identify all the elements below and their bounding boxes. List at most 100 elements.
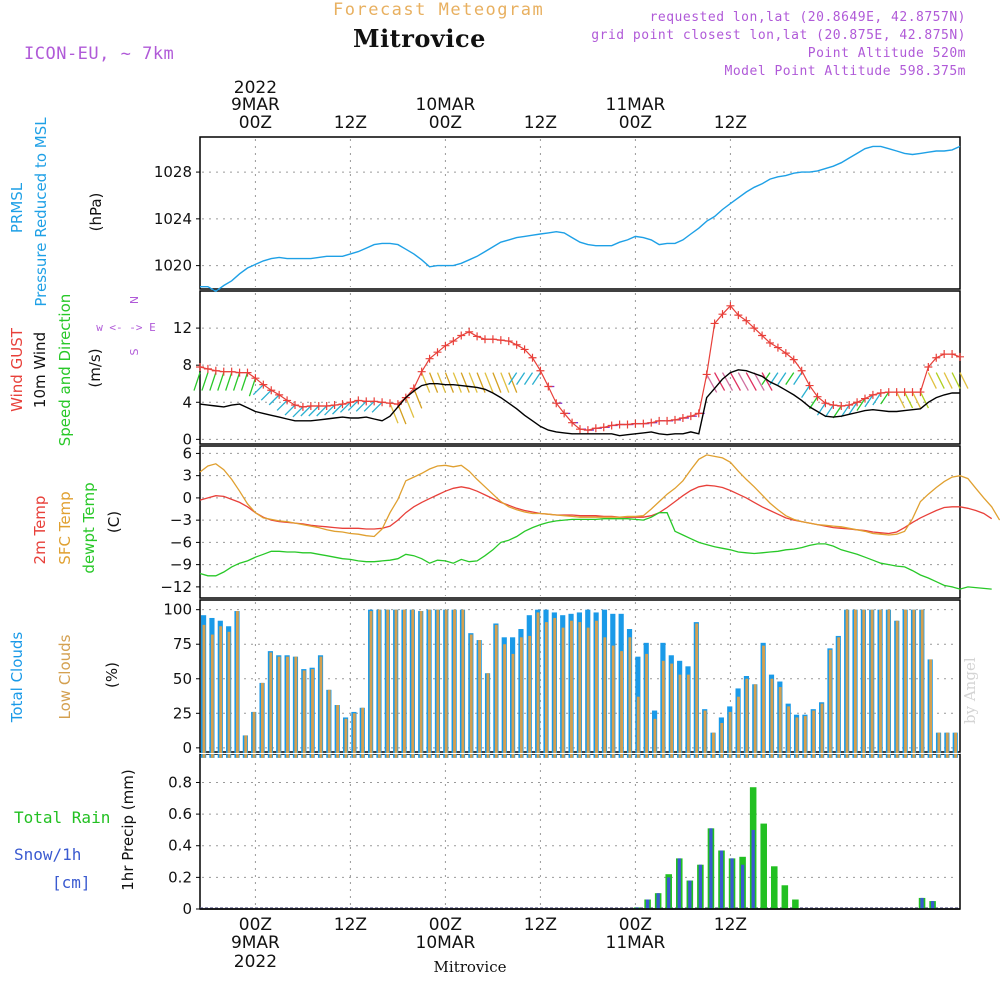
wind-barb bbox=[896, 391, 906, 409]
wind-compass-label: w <- -> E bbox=[96, 321, 156, 334]
clouds-unit: (%) bbox=[103, 662, 121, 688]
wind-gust-point bbox=[821, 399, 830, 408]
bottom-year-label: 2022 bbox=[234, 952, 277, 972]
low-cloud-bar bbox=[670, 663, 674, 758]
snow-bar bbox=[677, 858, 681, 909]
wind-gust-point bbox=[710, 319, 719, 328]
wind-gust-point bbox=[837, 401, 846, 410]
pressure-frame bbox=[199, 136, 961, 290]
low-cloud-bar bbox=[361, 707, 365, 758]
low-cloud-bar bbox=[419, 611, 423, 758]
snow-bar bbox=[709, 828, 713, 909]
pressure-ytick-label: 1024 bbox=[154, 210, 192, 228]
wind-gust-point bbox=[702, 370, 711, 379]
low-cloud-bar bbox=[352, 713, 356, 758]
low-cloud-bar bbox=[879, 609, 882, 758]
low-cloud-bar bbox=[536, 612, 540, 758]
wind-gust-point bbox=[781, 349, 790, 358]
bottom-date-label: 9MAR bbox=[231, 933, 280, 953]
wind-ytick-label: 4 bbox=[182, 393, 192, 411]
wind-gust-point bbox=[481, 335, 489, 344]
low-cloud-bar bbox=[570, 620, 573, 758]
wind-barb bbox=[492, 372, 502, 393]
low-cloud-bar bbox=[645, 653, 649, 758]
wind-barb bbox=[508, 372, 518, 393]
low-cloud-bar bbox=[261, 682, 264, 758]
x-axis-labels: 202220229MAR00Z00Z9MAR12Z12Z10MAR00Z00Z1… bbox=[231, 78, 747, 976]
low-cloud-bar bbox=[336, 705, 340, 758]
low-cloud-bar bbox=[712, 732, 715, 758]
wind-barb bbox=[785, 372, 795, 385]
wind-barb bbox=[745, 372, 757, 391]
wind-barb bbox=[729, 372, 741, 391]
wind-barb bbox=[193, 372, 201, 391]
precip-bars bbox=[200, 787, 960, 910]
wind-barb bbox=[919, 391, 929, 409]
low-cloud-bar bbox=[478, 640, 482, 758]
low-cloud-bar bbox=[311, 669, 314, 758]
wind-gust-point bbox=[647, 418, 656, 427]
snow-bar bbox=[635, 907, 639, 909]
bottom-hour-label: 12Z bbox=[524, 915, 557, 935]
wind-gust-point bbox=[536, 366, 545, 375]
temp2m-line bbox=[199, 484, 993, 535]
wind-barb bbox=[816, 402, 826, 416]
wind-gust-point bbox=[726, 301, 735, 310]
wind-gust-point bbox=[805, 381, 814, 390]
pressure-ytick-label: 1020 bbox=[154, 257, 192, 275]
low-cloud-bar bbox=[737, 696, 740, 758]
low-cloud-bar bbox=[929, 659, 932, 758]
low-cloud-bar bbox=[327, 689, 331, 758]
wind-barb bbox=[240, 372, 249, 391]
bottom-hour-label: 12Z bbox=[714, 915, 747, 935]
station-title: Mitrovice bbox=[353, 24, 486, 53]
wind-barb bbox=[761, 372, 773, 391]
wind-barb bbox=[484, 372, 494, 393]
low-cloud-bar bbox=[244, 735, 248, 758]
compass-n: N bbox=[128, 296, 141, 304]
wind-barb bbox=[793, 372, 803, 385]
low-cloud-bar bbox=[620, 651, 623, 758]
bottom-hour-label: 00Z bbox=[429, 915, 462, 935]
wind-barb bbox=[339, 401, 351, 413]
wind-gust-point bbox=[623, 420, 632, 429]
low-cloud-bar bbox=[219, 626, 223, 758]
wind-barb bbox=[516, 372, 526, 385]
snow-bar bbox=[667, 877, 671, 909]
wind-gust-point bbox=[441, 341, 450, 350]
wind-barb bbox=[880, 391, 890, 405]
temperature-ytick-label: 0 bbox=[182, 489, 192, 507]
low-cloud-bar bbox=[853, 609, 857, 758]
wind-gust-point bbox=[797, 366, 806, 375]
wind-ytick-label: 12 bbox=[173, 319, 192, 337]
wind-barb bbox=[300, 405, 312, 417]
low-cloud-bar bbox=[386, 609, 390, 758]
wind-gust-point bbox=[576, 425, 584, 434]
wind-barb bbox=[848, 401, 858, 415]
wind-gust-point bbox=[211, 366, 220, 375]
low-cloud-bar bbox=[762, 645, 765, 758]
bottom-date-label: 11MAR bbox=[606, 933, 666, 953]
low-cloud-bar bbox=[795, 717, 799, 758]
low-cloud-bar bbox=[828, 649, 832, 758]
wind-gust-point bbox=[314, 401, 323, 410]
wind-barb bbox=[397, 403, 407, 425]
low-cloud-bar bbox=[319, 656, 323, 758]
low-cloud-bar bbox=[595, 620, 598, 758]
wind-barb bbox=[500, 372, 510, 393]
wind-gust-point bbox=[496, 336, 505, 345]
snow-bar bbox=[645, 899, 650, 909]
forecast-meteogram-supertitle: Forecast Meteogram bbox=[333, 0, 545, 20]
temp-sfc-label: SFC Temp bbox=[56, 491, 74, 564]
wind-gust-point bbox=[599, 423, 608, 432]
top-date-label: 9MAR bbox=[231, 95, 280, 115]
low-cloud-bar bbox=[428, 609, 431, 758]
wind-gust-point bbox=[861, 394, 869, 403]
low-cloud-bar bbox=[945, 732, 949, 758]
wind-barb bbox=[355, 400, 367, 412]
snow-bar bbox=[656, 893, 660, 909]
wind-gust-point bbox=[520, 345, 529, 354]
precip-ytick-label: 0 bbox=[182, 900, 192, 918]
wind-gust-point bbox=[298, 402, 307, 411]
